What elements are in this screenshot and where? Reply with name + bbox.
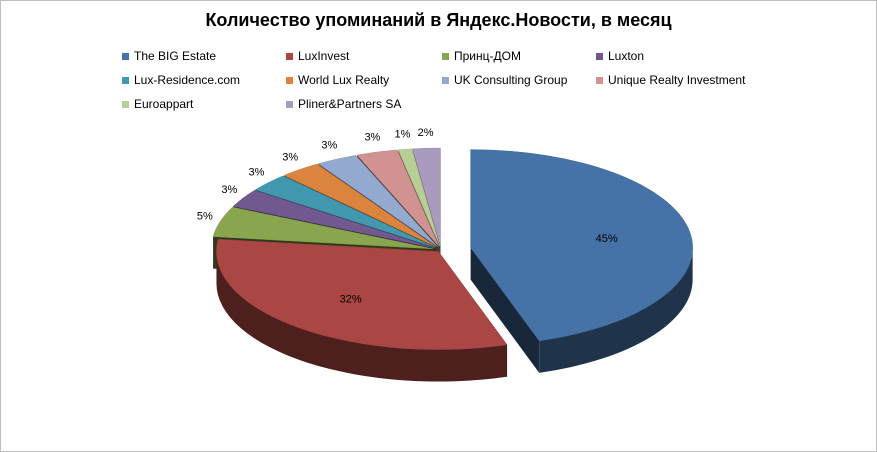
legend-label: Euroappart (134, 97, 194, 111)
chart-title: Количество упоминаний в Яндекс.Новости, … (205, 10, 672, 30)
legend-swatch (286, 76, 293, 84)
legend-item: UK Consulting Group (442, 73, 567, 87)
legend-item: LuxInvest (286, 49, 349, 63)
legend-item: The BIG Estate (122, 49, 216, 63)
legend-swatch (286, 52, 293, 60)
slice-side (539, 247, 693, 373)
slice-label: 3% (364, 132, 380, 144)
pie-slice (232, 190, 435, 249)
legend-item: Luxton (596, 49, 644, 63)
pie-slice (317, 155, 438, 247)
pie-tops (212, 147, 693, 350)
pie-slice (356, 149, 439, 247)
legend-swatch (596, 76, 603, 84)
slice-label: 3% (249, 166, 265, 178)
legend-swatch (286, 100, 293, 108)
legend-item: Euroappart (122, 97, 193, 111)
pie-slice (283, 163, 437, 248)
legend-label: Luxton (608, 49, 645, 63)
legend-item: Unique Realty Investment (596, 73, 745, 87)
pie-slice (212, 206, 434, 250)
legend-swatch (122, 52, 129, 60)
legend-label: LuxInvest (298, 49, 350, 63)
slice-label: 3% (282, 151, 298, 163)
legend-label: Pliner&Partners SA (298, 97, 402, 111)
slice-label: 3% (221, 184, 237, 196)
legend-item: Lux-Residence.com (122, 73, 240, 87)
pie-slice (412, 147, 441, 247)
legend-label: UK Consulting Group (454, 73, 568, 87)
pie-slice (216, 238, 508, 350)
legend-swatch (122, 76, 129, 84)
legend-label: Unique Realty Investment (608, 73, 746, 87)
legend-label: Lux-Residence.com (134, 73, 241, 87)
slice-label: 2% (418, 127, 434, 139)
legend-label: The BIG Estate (134, 49, 217, 63)
pie-labels: 45% 32% 5% 3% 3% 3% 3% 3% 1% 2% (197, 127, 618, 305)
slice-label: 1% (395, 128, 411, 140)
legend-item: Pliner&Partners SA (286, 97, 401, 111)
pie-slice (397, 148, 440, 247)
legend-swatch (442, 76, 449, 84)
legend-swatch (442, 52, 449, 60)
legend-swatch (596, 52, 603, 60)
slice-label: 3% (321, 140, 337, 152)
slice-side (216, 251, 508, 382)
legend-swatch (122, 100, 129, 108)
slice-label: 45% (596, 233, 618, 245)
pie-slice (470, 149, 693, 342)
pie-slice (254, 175, 436, 248)
legend-label: Принц-ДОМ (454, 49, 521, 63)
legend-item: Принц-ДОМ (442, 49, 521, 63)
slice-label: 5% (197, 211, 213, 223)
legend-item: World Lux Realty (286, 73, 389, 87)
slice-wall (470, 247, 540, 373)
slice-label: 32% (340, 293, 362, 305)
legend-label: World Lux Realty (298, 73, 390, 87)
